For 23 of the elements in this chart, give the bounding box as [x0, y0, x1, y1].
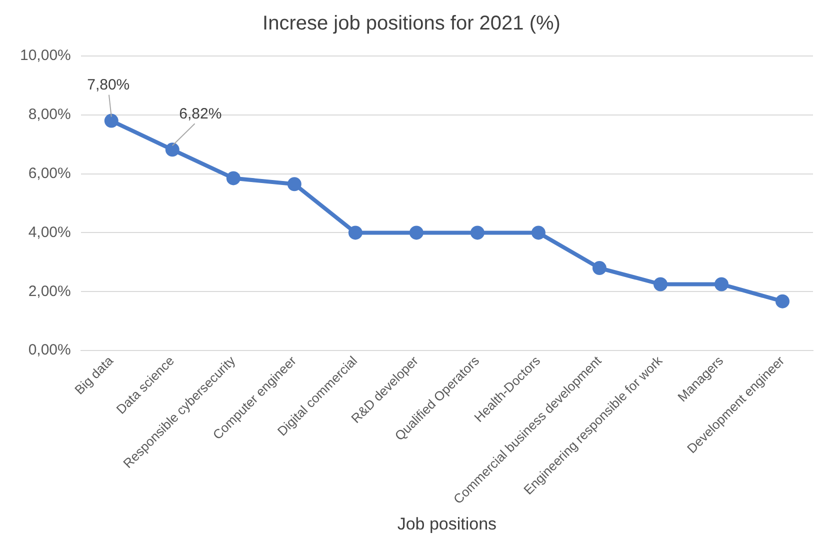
x-tick-label: Big data	[72, 352, 117, 398]
point	[653, 277, 668, 292]
point	[470, 226, 484, 240]
point	[226, 171, 240, 186]
data-label: 7,80%	[87, 76, 130, 94]
y-tick-label: 4,00%	[28, 224, 71, 241]
point	[287, 177, 302, 192]
y-tick-label: 8,00%	[28, 106, 71, 124]
point	[714, 277, 728, 292]
point	[104, 114, 118, 128]
point	[409, 226, 424, 240]
point	[592, 261, 606, 276]
y-tick-label: 10,00%	[20, 47, 71, 64]
point	[348, 226, 362, 240]
point	[775, 294, 790, 308]
y-tick-label: 6,00%	[28, 164, 71, 182]
chart-title: Increse job positions for 2021 (%)	[262, 12, 560, 35]
x-axis-title: Job positions	[397, 514, 497, 534]
y-tick-label: 2,00%	[28, 282, 71, 300]
point	[165, 142, 180, 157]
point	[531, 226, 546, 240]
y-tick-label: 0,00%	[28, 342, 71, 359]
data-label: 6,82%	[179, 105, 222, 122]
